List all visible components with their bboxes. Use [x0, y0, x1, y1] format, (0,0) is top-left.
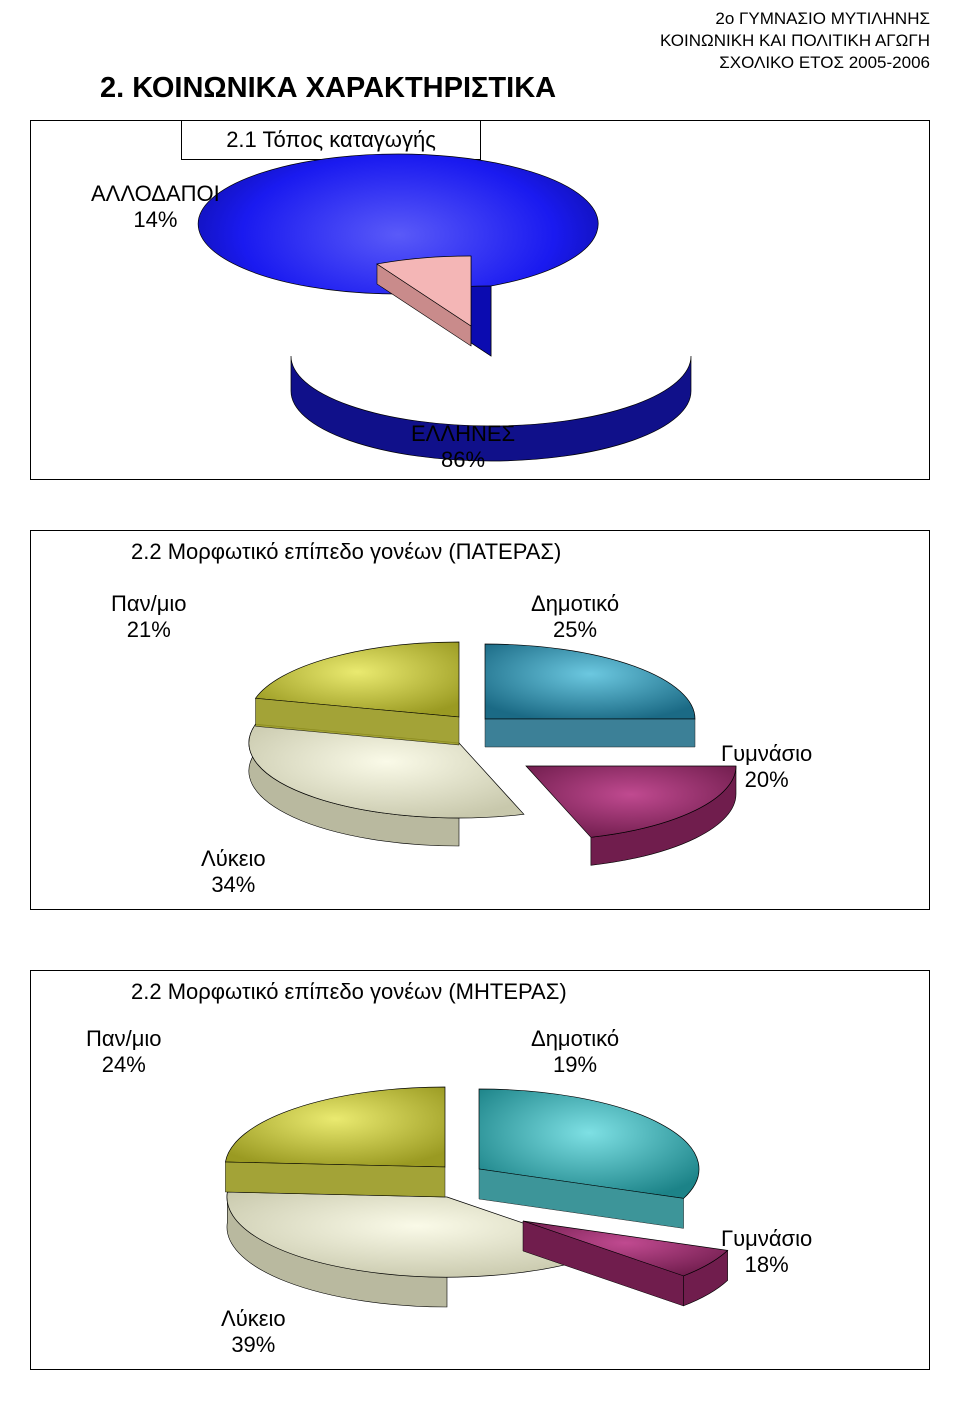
chart-1-body: ΑΛΛΟΔΑΠΟΙ 14% ΕΛΛΗΝΕΣ 86% [31, 121, 929, 479]
chart-3-label-panmio: Παν/μιο 24% [86, 1026, 162, 1079]
chart-2-box: 2.2 Μορφωτικό επίπεδο γονέων (ΠΑΤΕΡΑΣ) [30, 530, 930, 910]
chart-1-label-allodapoi: ΑΛΛΟΔΑΠΟΙ 14% [91, 181, 220, 234]
chart-1-label-ellines: ΕΛΛΗΝΕΣ 86% [411, 421, 515, 474]
chart-3-label-dimotiko: Δημοτικό 19% [531, 1026, 619, 1079]
chart-3-label-gymnasio: Γυμνάσιο 18% [721, 1226, 812, 1279]
page-title: 2. ΚΟΙΝΩΝΙΚΑ ΧΑΡΑΚΤΗΡΙΣΤΙΚΑ [100, 72, 556, 105]
chart-3-label-lykeio: Λύκειο 39% [221, 1306, 286, 1359]
chart-2-label-dimotiko: Δημοτικό 25% [531, 591, 619, 644]
header-block: 2ο ΓΥΜΝΑΣΙΟ ΜΥΤΙΛΗΝΗΣ ΚΟΙΝΩΝΙΚΗ ΚΑΙ ΠΟΛΙ… [660, 8, 930, 74]
chart-3-svg [31, 971, 931, 1371]
chart-2-label-gymnasio: Γυμνάσιο 20% [721, 741, 812, 794]
chart-1-box: 2.1 Τόπος καταγωγής [30, 120, 930, 480]
chart-3-box: 2.2 Μορφωτικό επίπεδο γονέων (ΜΗΤΕΡΑΣ) [30, 970, 930, 1370]
chart-2-body: Παν/μιο 21% Δημοτικό 25% Γυμνάσιο 20% Λύ… [31, 531, 929, 909]
chart-3-body: Παν/μιο 24% Δημοτικό 19% Γυμνάσιο 18% Λύ… [31, 971, 929, 1369]
header-line-2: ΚΟΙΝΩΝΙΚΗ ΚΑΙ ΠΟΛΙΤΙΚΗ ΑΓΩΓΗ [660, 30, 930, 52]
chart-2-label-lykeio: Λύκειο 34% [201, 846, 266, 899]
header-line-3: ΣΧΟΛΙΚΟ ΕΤΟΣ 2005-2006 [660, 52, 930, 74]
header-line-1: 2ο ΓΥΜΝΑΣΙΟ ΜΥΤΙΛΗΝΗΣ [660, 8, 930, 30]
chart-2-label-panmio: Παν/μιο 21% [111, 591, 187, 644]
chart-2-svg [31, 531, 931, 911]
page: 2ο ΓΥΜΝΑΣΙΟ ΜΥΤΙΛΗΝΗΣ ΚΟΙΝΩΝΙΚΗ ΚΑΙ ΠΟΛΙ… [0, 0, 960, 1402]
